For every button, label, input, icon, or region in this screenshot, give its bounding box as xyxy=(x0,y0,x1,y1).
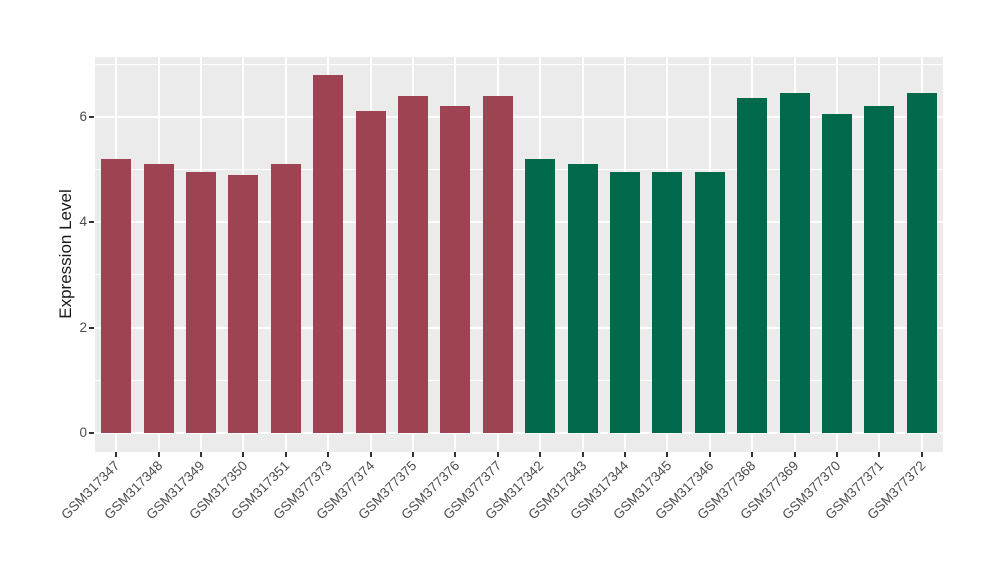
y-axis-tick xyxy=(89,221,94,224)
x-axis-tick xyxy=(115,452,118,457)
bar xyxy=(143,164,174,434)
bar xyxy=(779,93,810,434)
x-axis-tick xyxy=(708,452,711,457)
gridline-major xyxy=(95,115,943,118)
x-axis-tick xyxy=(878,452,881,457)
gridline-major xyxy=(95,221,943,224)
x-axis-tick xyxy=(200,452,202,457)
y-axis-tick xyxy=(89,326,94,329)
bar xyxy=(652,172,683,434)
bar xyxy=(313,74,344,434)
bar xyxy=(525,158,556,434)
y-tick-label: 6 xyxy=(79,108,87,124)
y-tick-label: 0 xyxy=(79,425,87,441)
gridline-minor xyxy=(95,379,943,381)
y-axis-tick xyxy=(89,115,94,118)
bar xyxy=(737,98,768,434)
bar xyxy=(398,95,428,434)
x-axis-tick xyxy=(412,452,414,457)
bar xyxy=(101,158,132,434)
gridline-minor xyxy=(95,274,943,276)
bar xyxy=(482,95,513,434)
y-tick-label: 2 xyxy=(79,319,87,335)
bar xyxy=(440,106,471,434)
x-axis-tick xyxy=(920,452,923,457)
bar xyxy=(228,174,259,434)
gridline-major xyxy=(95,326,943,329)
bar xyxy=(822,114,852,434)
gridline-minor xyxy=(95,63,943,65)
bar xyxy=(270,164,301,434)
x-axis-tick xyxy=(836,452,838,457)
plot-panel xyxy=(89,57,943,457)
y-axis-title: Expression Level xyxy=(56,189,75,319)
x-axis-tick xyxy=(496,452,499,457)
x-axis-tick xyxy=(624,452,626,457)
x-axis-tick xyxy=(157,452,160,457)
bar xyxy=(864,106,895,434)
x-axis-tick xyxy=(793,452,796,457)
x-axis-tick xyxy=(666,452,669,457)
bar xyxy=(694,172,725,434)
y-axis-tick xyxy=(89,432,94,435)
x-axis-tick xyxy=(369,452,372,457)
bar xyxy=(186,172,216,434)
bar xyxy=(567,164,598,434)
x-axis-tick xyxy=(581,452,584,457)
gridline-major xyxy=(95,432,943,435)
x-axis-tick xyxy=(539,452,542,457)
x-axis-tick xyxy=(454,452,457,457)
y-tick-label: 4 xyxy=(79,214,87,230)
x-axis-tick xyxy=(242,452,245,457)
x-axis-tick xyxy=(751,452,754,457)
bar xyxy=(610,172,640,434)
bar xyxy=(906,93,937,434)
gridline-minor xyxy=(95,168,943,170)
bar xyxy=(355,111,386,434)
x-axis-tick xyxy=(284,452,287,457)
x-axis-tick xyxy=(327,452,330,457)
